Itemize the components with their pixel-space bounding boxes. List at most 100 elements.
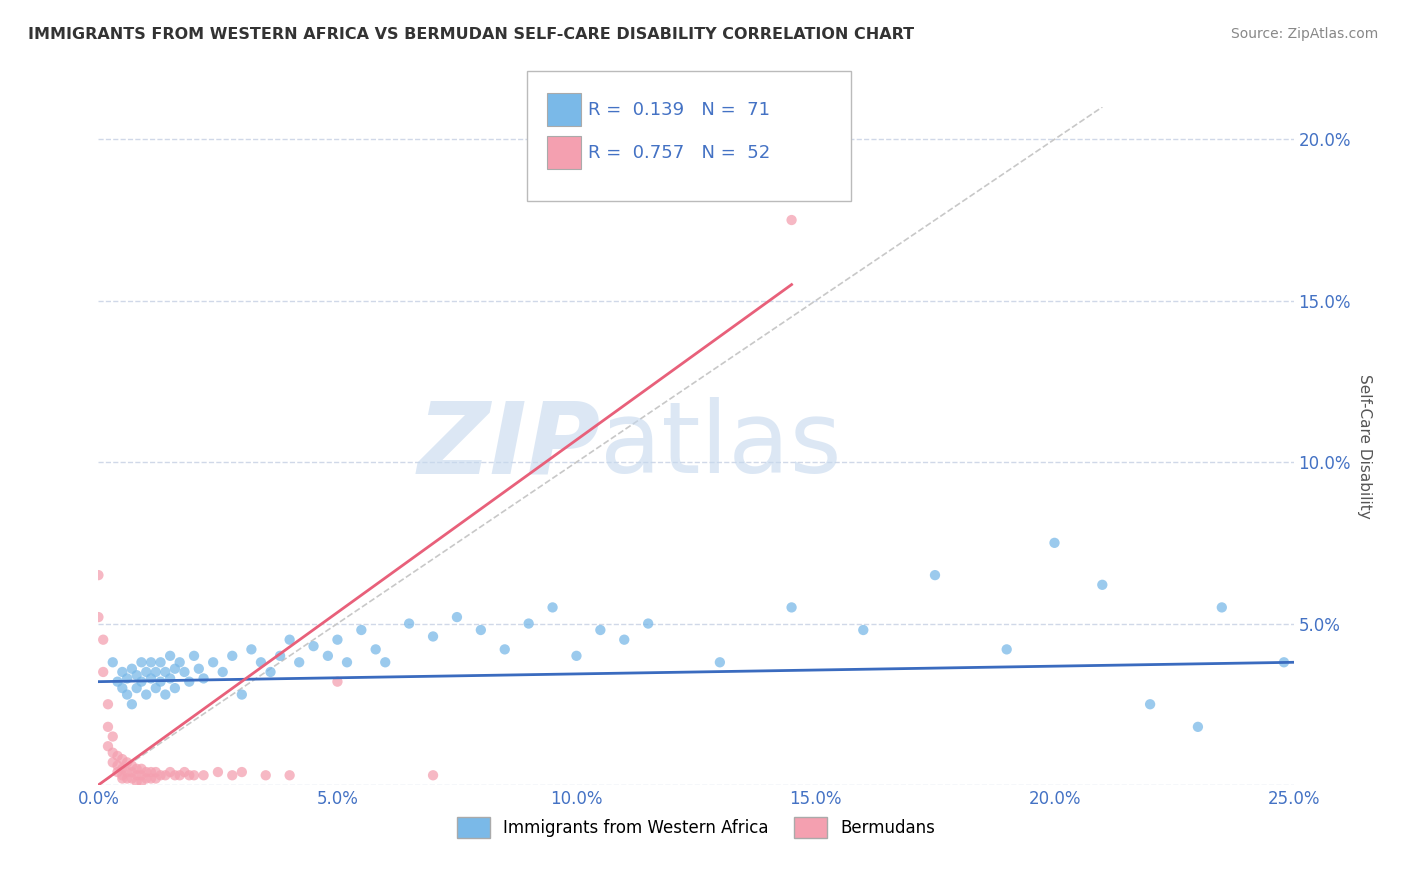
Point xyxy=(87,568,110,582)
Point xyxy=(125,681,148,695)
Point xyxy=(125,668,148,682)
Point xyxy=(131,768,153,782)
Point xyxy=(422,768,444,782)
Point xyxy=(780,213,803,227)
Point xyxy=(139,672,162,686)
Point xyxy=(121,772,143,786)
Point xyxy=(149,768,172,782)
Point xyxy=(250,655,273,669)
Point xyxy=(173,665,195,679)
Point xyxy=(149,655,172,669)
Point xyxy=(565,648,588,663)
Point xyxy=(179,768,201,782)
Point xyxy=(193,672,215,686)
Point xyxy=(613,632,636,647)
Point xyxy=(163,681,186,695)
Point xyxy=(1187,720,1209,734)
Point xyxy=(202,655,225,669)
Point xyxy=(115,765,138,780)
Point xyxy=(125,768,148,782)
Point xyxy=(97,739,120,754)
Point xyxy=(131,674,153,689)
Point xyxy=(145,681,167,695)
Point xyxy=(211,665,233,679)
Point xyxy=(259,665,281,679)
Point xyxy=(780,600,803,615)
Point xyxy=(173,765,195,780)
Point xyxy=(709,655,731,669)
Point xyxy=(494,642,516,657)
Point xyxy=(111,681,134,695)
Point xyxy=(115,756,138,770)
Point xyxy=(163,662,186,676)
Point xyxy=(125,774,148,789)
Point xyxy=(131,774,153,789)
Point xyxy=(470,623,492,637)
Point xyxy=(91,665,114,679)
Point xyxy=(254,768,277,782)
Point xyxy=(111,762,134,776)
Point xyxy=(183,648,205,663)
Point xyxy=(1091,578,1114,592)
Point xyxy=(155,688,177,702)
Legend: Immigrants from Western Africa, Bermudans: Immigrants from Western Africa, Bermudan… xyxy=(450,811,942,845)
Point xyxy=(115,672,138,686)
Point xyxy=(169,655,191,669)
Point xyxy=(288,655,311,669)
Point xyxy=(101,730,124,744)
Point xyxy=(115,688,138,702)
Point xyxy=(135,772,157,786)
Point xyxy=(111,665,134,679)
Point xyxy=(316,648,339,663)
Point xyxy=(163,768,186,782)
Point xyxy=(187,662,209,676)
Point xyxy=(1043,536,1066,550)
Point xyxy=(1272,655,1295,669)
Point xyxy=(107,758,129,772)
Point xyxy=(101,655,124,669)
Point xyxy=(135,688,157,702)
Y-axis label: Self-Care Disability: Self-Care Disability xyxy=(1357,374,1372,518)
Point xyxy=(131,762,153,776)
Point xyxy=(87,610,110,624)
Point xyxy=(364,642,387,657)
Point xyxy=(131,655,153,669)
Point xyxy=(517,616,540,631)
Text: R =  0.139   N =  71: R = 0.139 N = 71 xyxy=(588,101,769,119)
Point xyxy=(179,674,201,689)
Point xyxy=(207,765,229,780)
Point xyxy=(97,698,120,712)
Text: ZIP: ZIP xyxy=(418,398,600,494)
Point xyxy=(107,748,129,763)
Point xyxy=(183,768,205,782)
Point xyxy=(446,610,468,624)
Point xyxy=(101,746,124,760)
Point xyxy=(398,616,420,631)
Text: atlas: atlas xyxy=(600,398,842,494)
Point xyxy=(1139,698,1161,712)
Point xyxy=(155,768,177,782)
Point xyxy=(111,772,134,786)
Point xyxy=(1211,600,1233,615)
Point xyxy=(159,672,181,686)
Point xyxy=(159,648,181,663)
Point xyxy=(121,758,143,772)
Point xyxy=(145,772,167,786)
Point xyxy=(111,768,134,782)
Text: Source: ZipAtlas.com: Source: ZipAtlas.com xyxy=(1230,27,1378,41)
Point xyxy=(107,674,129,689)
Point xyxy=(97,720,120,734)
Point xyxy=(336,655,359,669)
Point xyxy=(149,674,172,689)
Point xyxy=(139,765,162,780)
Point xyxy=(115,772,138,786)
Point xyxy=(125,762,148,776)
Point xyxy=(995,642,1018,657)
Point xyxy=(422,630,444,644)
Text: R =  0.757   N =  52: R = 0.757 N = 52 xyxy=(588,144,770,161)
Point xyxy=(326,674,349,689)
Point xyxy=(852,623,875,637)
Point xyxy=(169,768,191,782)
Text: IMMIGRANTS FROM WESTERN AFRICA VS BERMUDAN SELF-CARE DISABILITY CORRELATION CHAR: IMMIGRANTS FROM WESTERN AFRICA VS BERMUD… xyxy=(28,27,914,42)
Point xyxy=(637,616,659,631)
